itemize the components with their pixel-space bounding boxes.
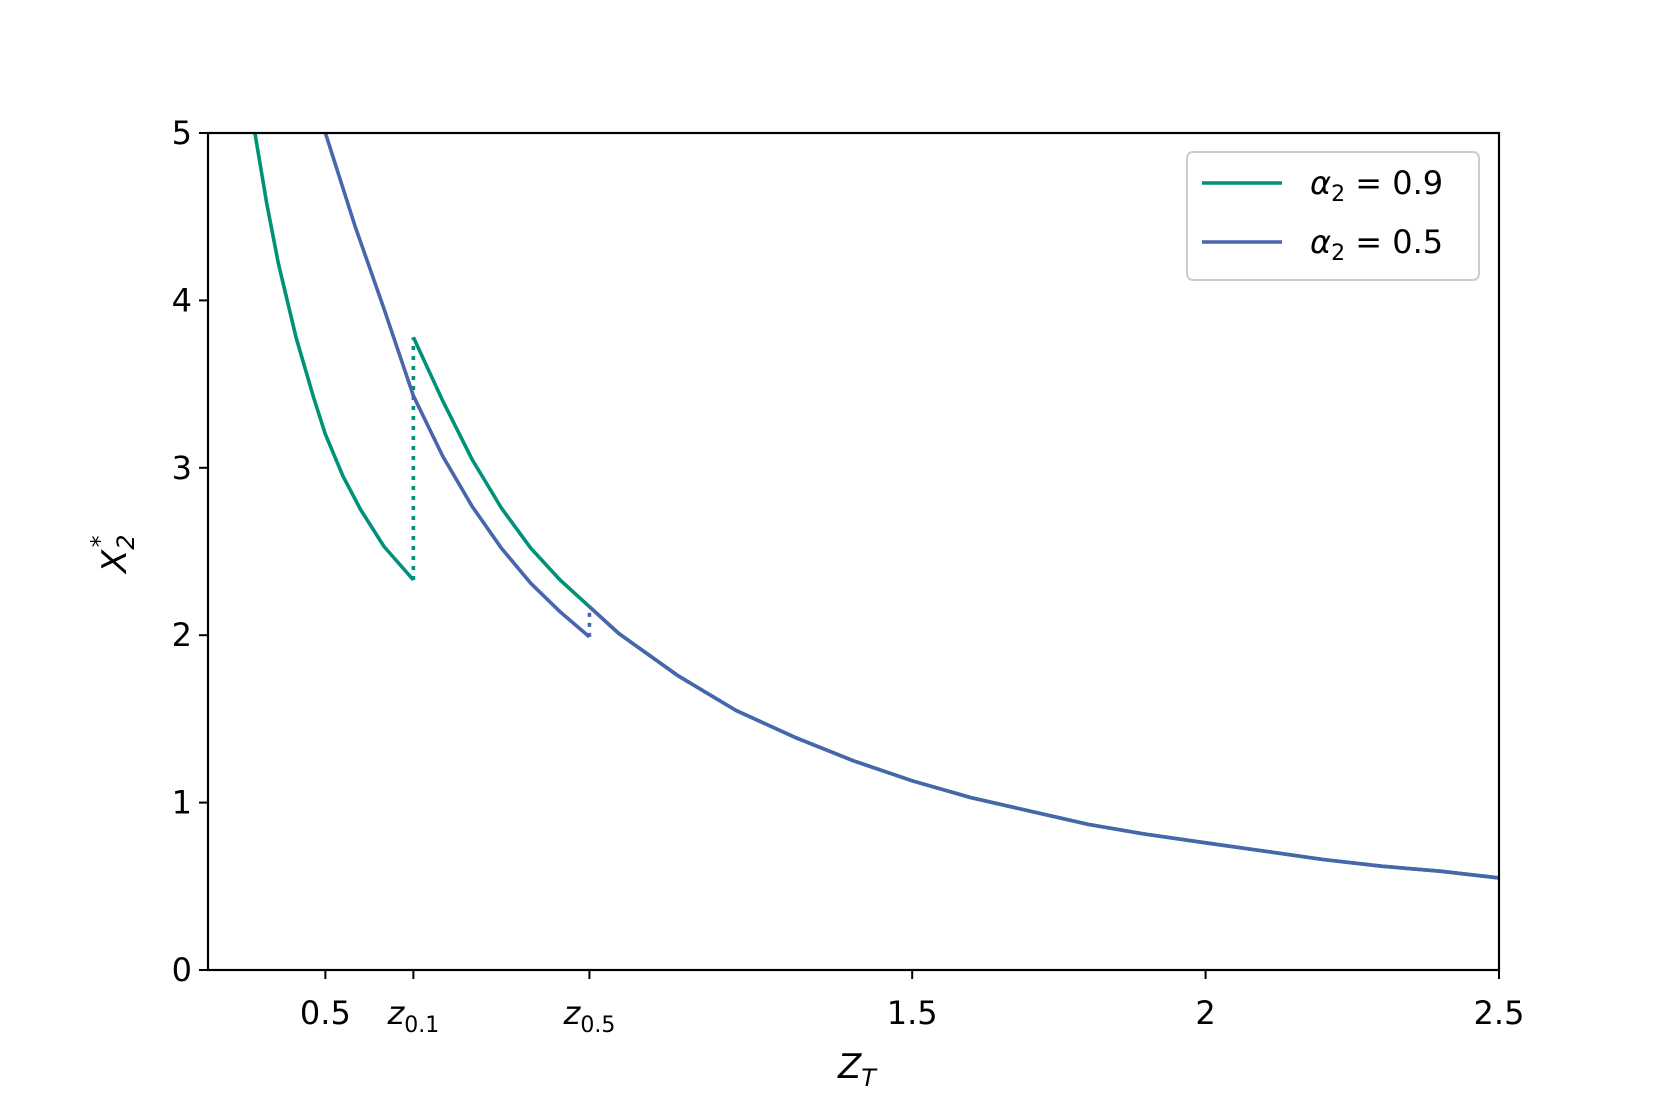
series-0-segment-0 — [253, 132, 415, 582]
x-tick-label-2: z0.5 — [563, 994, 616, 1038]
x-axis-ticks: 0.5 z0.1 z0.5 1.5 2 2.5 — [300, 970, 1525, 1038]
series-1-segment-0 — [323, 132, 591, 639]
svg-text:X2*: X2* — [86, 534, 140, 575]
x-axis-label: ZT — [837, 1047, 878, 1092]
y-tick-label-4: 4 — [172, 281, 192, 319]
x-tick-label-4: 2 — [1195, 994, 1215, 1032]
axes-frame — [206, 131, 1501, 972]
y-tick-label-0: 0 — [172, 951, 192, 989]
legend-label-0: α2 = 0.9 — [1310, 164, 1443, 207]
series-0-segment-1 — [411, 336, 1500, 880]
x-tick-label-1: z0.1 — [386, 994, 439, 1038]
x-tick-label-3: 1.5 — [887, 994, 938, 1032]
legend: α2 = 0.9 α2 = 0.5 — [1186, 151, 1480, 281]
y-tick-label-5: 5 — [172, 114, 192, 152]
y-axis-label: X2* — [86, 534, 140, 575]
x-tick-label-5: 2.5 — [1474, 994, 1525, 1032]
series-layer — [253, 132, 1500, 880]
series-1-segment-1 — [588, 605, 1500, 880]
x-tick-label-0: 0.5 — [300, 994, 351, 1032]
legend-label-1: α2 = 0.5 — [1310, 223, 1443, 266]
y-tick-label-2: 2 — [172, 616, 192, 654]
y-tick-label-3: 3 — [172, 449, 192, 487]
y-tick-label-1: 1 — [172, 784, 192, 822]
y-axis-ticks: 0 1 2 3 4 5 — [172, 114, 208, 989]
